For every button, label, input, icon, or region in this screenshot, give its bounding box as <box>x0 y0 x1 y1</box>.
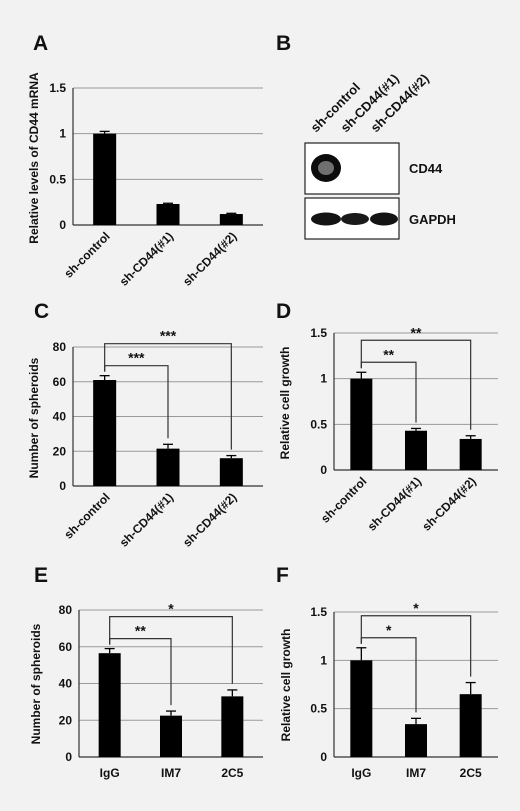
significance-label: ** <box>383 346 394 362</box>
y-tick-label: 0 <box>320 463 327 477</box>
x-category-label: 2C5 <box>221 766 243 780</box>
panel-letter-b: B <box>276 32 291 55</box>
significance-label: * <box>386 622 392 638</box>
significance-label: * <box>168 601 174 617</box>
x-category-label: sh-CD44(#2) <box>419 474 478 533</box>
y-tick-label: 0 <box>65 750 72 764</box>
bar-charts: 0 0.5 1 1.5 Relative levels of CD44 mRNA sh-c… <box>27 72 498 780</box>
y-tick-label: 1.5 <box>49 81 66 95</box>
blot-row-label-cd44: CD44 <box>409 161 443 176</box>
x-category-label: sh-control <box>61 229 112 280</box>
bar <box>160 715 182 757</box>
x-category-label: 2C5 <box>460 766 482 780</box>
x-category-label: sh-CD44(#1) <box>117 490 176 549</box>
y-tick-label: 1.5 <box>310 605 327 619</box>
significance-label: * <box>413 600 419 616</box>
y-axis-label: Number of spheroids <box>29 623 43 744</box>
bar <box>219 214 243 225</box>
chart-f: 0 0.5 1 1.5 Relative cell growth IgG IM7 2C5 * * <box>279 600 498 780</box>
x-category-label: IM7 <box>161 766 181 780</box>
significance-bracket <box>104 343 232 450</box>
x-category-label: sh-CD44(#2) <box>180 490 239 549</box>
y-tick-label: 1 <box>320 372 327 386</box>
y-tick-label: 20 <box>59 713 73 727</box>
y-axis-label: Relative levels of CD44 mRNA <box>27 72 41 244</box>
y-tick-label: 0 <box>59 218 66 232</box>
y-tick-label: 0.5 <box>310 417 327 431</box>
x-category-label: IgG <box>351 766 371 780</box>
x-category-label: IM7 <box>406 766 426 780</box>
x-category-label: sh-CD44(#1) <box>117 229 176 288</box>
gapdh-band <box>311 212 341 226</box>
y-tick-label: 0.5 <box>310 702 327 716</box>
gapdh-band <box>370 212 398 226</box>
y-tick-label: 60 <box>53 375 67 389</box>
bar <box>156 448 180 486</box>
panel-letter-e: E <box>34 564 48 587</box>
x-category-label: sh-CD44(#2) <box>180 229 239 288</box>
x-category-label: sh-control <box>61 490 112 541</box>
significance-bracket <box>360 339 472 430</box>
y-tick-label: 1 <box>59 127 66 141</box>
significance-label: *** <box>160 328 177 344</box>
bar <box>405 430 427 470</box>
y-tick-label: 0 <box>59 479 66 493</box>
bar <box>221 696 244 757</box>
cd44-band-highlight <box>318 161 334 175</box>
significance-bracket <box>360 615 472 677</box>
blot-row-label-gapdh: GAPDH <box>409 212 456 227</box>
bar <box>219 458 243 486</box>
y-tick-label: 40 <box>53 410 67 424</box>
x-category-label: sh-control <box>318 474 369 525</box>
bar <box>93 380 117 486</box>
significance-label: *** <box>128 350 145 366</box>
y-tick-label: 1.5 <box>310 326 327 340</box>
panel-letter-c: C <box>34 300 49 323</box>
y-tick-label: 20 <box>53 444 67 458</box>
significance-bracket <box>109 615 233 684</box>
x-category-label: IgG <box>100 766 120 780</box>
y-axis-label: Relative cell growth <box>278 347 292 460</box>
y-tick-label: 0.5 <box>49 172 66 186</box>
bar <box>93 133 117 225</box>
western-blot: sh-control sh-CD44(#1) sh-CD44(#2) CD44 … <box>304 71 456 240</box>
gapdh-band <box>341 213 369 225</box>
bar <box>459 694 482 757</box>
y-tick-label: 80 <box>53 340 67 354</box>
chart-a: 0 0.5 1 1.5 Relative levels of CD44 mRNA sh-c… <box>27 72 263 289</box>
bar <box>405 724 427 757</box>
bar <box>459 438 482 470</box>
panel-letter-d: D <box>276 300 291 323</box>
panel-letter-f: F <box>276 564 289 587</box>
panel-letter-a: A <box>33 32 48 55</box>
y-axis-label: Relative cell growth <box>279 629 293 742</box>
y-tick-label: 80 <box>59 603 73 617</box>
significance-label: ** <box>135 623 146 639</box>
bar <box>156 203 180 225</box>
y-axis-label: Number of spheroids <box>27 357 41 478</box>
bar <box>350 378 373 470</box>
y-tick-label: 60 <box>59 640 73 654</box>
bar <box>350 660 373 757</box>
x-category-label: sh-CD44(#1) <box>365 474 424 533</box>
significance-label: ** <box>411 324 422 340</box>
y-tick-label: 40 <box>59 677 73 691</box>
y-tick-label: 0 <box>320 750 327 764</box>
bar <box>98 653 121 757</box>
y-tick-label: 1 <box>320 653 327 667</box>
